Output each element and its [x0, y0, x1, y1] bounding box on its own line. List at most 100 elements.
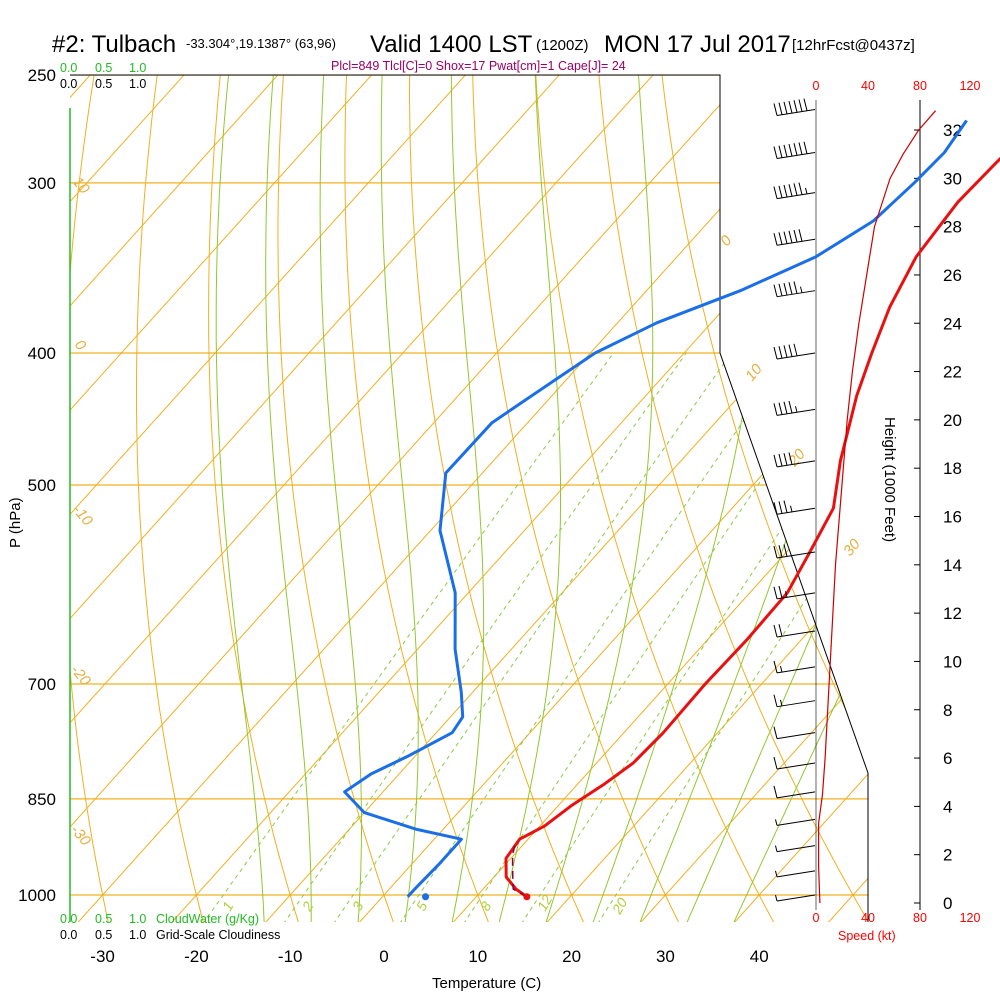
forecast-date: MON 17 Jul 2017: [604, 31, 791, 58]
dry-adiabat: [408, 75, 585, 922]
temperature-tick-label: 30: [656, 947, 675, 966]
cloud-water-top-tick-1: 0.5: [95, 61, 112, 75]
height-tick-label: 2: [943, 846, 952, 865]
wind-barb: [773, 660, 816, 674]
wind-barb: [773, 785, 816, 799]
cloudiness-bottom-tick-2: 1.0: [129, 928, 146, 942]
isotherm: [70, 75, 585, 922]
dry-adiabat-label: -10: [69, 502, 96, 530]
dry-adiabat: [650, 75, 868, 922]
stability-indices: Plcl=849 Tlcl[C]=0 Shox=17 Pwat[cm]=1 Ca…: [331, 59, 626, 73]
wind-barb: [775, 870, 816, 878]
cloudiness-top-tick-2: 1.0: [129, 77, 146, 91]
moist-adiabat: [380, 75, 419, 922]
isotherm: [70, 75, 491, 922]
isotherm-label: 30: [840, 535, 864, 559]
wind-barb: [773, 98, 816, 116]
cloud-water-top-tick-2: 1.0: [129, 61, 146, 75]
isotherm: [263, 75, 868, 922]
moist-adiabat: [319, 75, 362, 922]
data-layer: [343, 98, 1000, 904]
mixing-ratio-label: 5: [413, 899, 431, 914]
isotherm: [545, 75, 868, 922]
temperature-tick-label: -30: [90, 947, 115, 966]
cloud-water-bottom-tick-0: 0.0: [60, 912, 77, 926]
valid-time: Valid 1400 LST: [370, 31, 533, 58]
cloud-water-top-tick-0: 0.0: [60, 61, 77, 75]
speed-axis-label: Speed (kt): [838, 929, 896, 943]
wind-speed-line: [818, 110, 937, 904]
mixing-ratio-label: 3: [349, 899, 367, 914]
mixing-ratio-label: 12: [534, 892, 556, 914]
dry-adiabat: [827, 75, 868, 922]
moist-adiabat: [638, 75, 868, 922]
mixing-ratio-label: 2: [298, 899, 316, 915]
moist-adiabat: [450, 75, 485, 922]
dry-adiabat: [0, 0, 59, 924]
moist-adiabat: [215, 75, 265, 922]
pressure-tick-label: 400: [28, 344, 56, 363]
speed-bottom-tick-0: 0: [813, 911, 820, 925]
x-axis-title: Temperature (C): [432, 975, 541, 992]
height-axis-title: Height (1000 Feet): [881, 417, 898, 542]
isotherm: [70, 75, 679, 922]
mixing-ratio-label: 20: [608, 895, 630, 918]
wind-barb: [773, 400, 816, 416]
dry-adiabat: [591, 75, 868, 922]
height-tick-label: 18: [943, 459, 962, 478]
y-axis-title: P (hPa): [7, 497, 24, 548]
height-tick-label: 28: [943, 218, 962, 237]
height-tick-label: 8: [943, 701, 952, 720]
temperature-tick-label: 10: [468, 947, 487, 966]
speed-top-tick-2: 80: [913, 79, 927, 93]
pressure-tick-label: 300: [28, 174, 56, 193]
speed-top-tick-0: 0: [813, 79, 820, 93]
grid-lines: [0, 0, 868, 924]
isotherm: [451, 75, 868, 922]
dry-adiabat: [277, 75, 395, 922]
height-tick-label: 16: [943, 508, 962, 527]
mixing-ratio-line: [520, 352, 868, 922]
height-tick-label: 10: [943, 652, 962, 671]
speed-top-tick-3: 120: [960, 79, 981, 93]
cloudiness-top-tick-1: 0.5: [95, 77, 112, 91]
height-tick-label: 4: [943, 797, 952, 816]
cloud-water-bottom-tick-2: 1.0: [129, 912, 146, 926]
dry-adiabat: [70, 75, 119, 922]
moist-adiabat: [592, 75, 766, 922]
plot-frame: [70, 74, 869, 922]
wind-barb: [773, 141, 816, 159]
cloudiness-bottom-tick-1: 0.5: [95, 928, 112, 942]
wind-barb: [773, 281, 816, 298]
isotherm: [639, 75, 868, 922]
wind-barb: [773, 756, 816, 770]
isotherm: [70, 75, 866, 922]
station-title: #2: Tulbach: [52, 31, 176, 58]
height-tick-label: 6: [943, 749, 952, 768]
isotherm: [70, 75, 210, 922]
wind-barb: [773, 544, 816, 559]
wind-barb: [773, 229, 816, 246]
dry-adiabat: [531, 75, 775, 922]
speed-bottom-tick-3: 120: [960, 911, 981, 925]
surface-dewpoint-point: [422, 893, 430, 901]
temperature-tick-label: -10: [278, 947, 303, 966]
mixing-ratio-line: [597, 352, 868, 922]
wind-barb: [773, 726, 816, 740]
isotherm: [70, 75, 116, 922]
wind-barb: [773, 500, 816, 515]
station-coords: -33.304°,19.1387° (63,96): [186, 36, 336, 51]
dry-adiabat: [471, 75, 680, 922]
height-tick-label: 30: [943, 169, 962, 188]
temperature-tick-label: -20: [184, 947, 209, 966]
temperature-tick-label: 40: [750, 947, 769, 966]
pressure-tick-label: 250: [28, 66, 56, 85]
utc-time: (1200Z): [536, 37, 589, 54]
cloudiness-bottom-tick-0: 0.0: [60, 928, 77, 942]
isotherm: [70, 75, 397, 922]
mixing-ratio-line: [399, 352, 792, 922]
forecast-run: [12hrFcst@0437z]: [792, 37, 915, 54]
dewpoint-profile-line: [343, 119, 968, 898]
mixing-ratio-line: [202, 352, 614, 922]
